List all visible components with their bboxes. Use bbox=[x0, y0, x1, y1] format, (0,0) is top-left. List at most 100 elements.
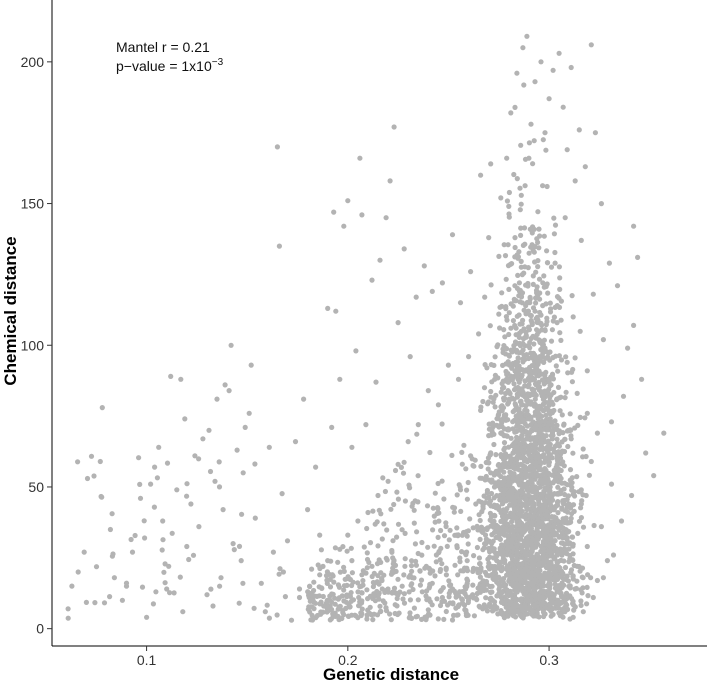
data-point-3331 bbox=[504, 521, 510, 527]
data-point-2437 bbox=[498, 577, 504, 583]
data-point-3273 bbox=[610, 552, 617, 558]
data-point-2960 bbox=[374, 519, 380, 525]
data-point-1615 bbox=[572, 604, 578, 610]
data-point-3062 bbox=[171, 590, 177, 596]
data-point-2826 bbox=[411, 520, 417, 526]
data-point-3001 bbox=[450, 504, 456, 510]
data-point-3176 bbox=[329, 424, 335, 430]
data-point-3192 bbox=[391, 124, 397, 130]
data-point-3328 bbox=[534, 526, 540, 533]
data-point-2556 bbox=[542, 328, 548, 334]
data-point-2301 bbox=[523, 606, 529, 612]
data-point-2516 bbox=[551, 231, 558, 237]
data-point-2850 bbox=[353, 613, 359, 619]
data-point-2346 bbox=[532, 369, 538, 375]
data-point-2760 bbox=[335, 559, 341, 565]
data-point-3197 bbox=[421, 263, 427, 269]
data-point-3103 bbox=[162, 580, 168, 586]
data-point-2212 bbox=[497, 547, 503, 553]
data-point-1707 bbox=[491, 484, 498, 490]
data-point-3206 bbox=[508, 110, 514, 116]
data-point-3270 bbox=[296, 594, 303, 601]
data-point-3320 bbox=[502, 334, 508, 340]
data-point-1812 bbox=[538, 320, 544, 326]
data-point-3269 bbox=[307, 583, 313, 589]
data-point-3172 bbox=[313, 464, 319, 470]
data-point-1587 bbox=[543, 322, 549, 328]
data-point-2181 bbox=[543, 529, 549, 536]
data-point-2937 bbox=[341, 598, 347, 604]
data-point-2392 bbox=[548, 338, 555, 344]
data-point-3323 bbox=[554, 320, 560, 326]
data-point-3040 bbox=[454, 492, 460, 498]
data-point-2006 bbox=[558, 540, 565, 546]
data-point-3346 bbox=[604, 558, 611, 564]
data-point-2203 bbox=[549, 436, 555, 442]
data-point-2679 bbox=[435, 480, 441, 487]
data-point-1732 bbox=[543, 467, 549, 473]
data-point-3212 bbox=[538, 59, 544, 65]
data-point-1514 bbox=[485, 466, 491, 472]
data-point-1320 bbox=[552, 443, 559, 449]
data-point-3208 bbox=[520, 45, 526, 51]
data-point-810 bbox=[584, 584, 590, 591]
data-point-2983 bbox=[310, 592, 316, 598]
data-point-1463 bbox=[563, 354, 569, 360]
data-point-3127 bbox=[164, 586, 170, 592]
data-point-2840 bbox=[451, 612, 457, 619]
data-point-2338 bbox=[503, 582, 509, 588]
data-point-1589 bbox=[552, 222, 559, 228]
data-point-2428 bbox=[508, 491, 514, 497]
data-point-1314 bbox=[517, 207, 523, 213]
data-point-3278 bbox=[560, 606, 566, 612]
data-point-3203 bbox=[478, 172, 484, 178]
data-point-2668 bbox=[415, 473, 421, 479]
data-point-2664 bbox=[427, 449, 433, 456]
data-point-2944 bbox=[408, 582, 414, 588]
data-point-2518 bbox=[552, 468, 559, 474]
data-point-2559 bbox=[543, 412, 549, 418]
data-point-2037 bbox=[484, 495, 490, 501]
data-point-2101 bbox=[580, 575, 586, 581]
data-point-2398 bbox=[547, 398, 553, 404]
data-point-2658 bbox=[402, 530, 408, 537]
data-point-2899 bbox=[341, 564, 347, 570]
data-point-709 bbox=[481, 385, 488, 391]
data-point-2072 bbox=[502, 451, 508, 457]
data-point-3080 bbox=[91, 473, 97, 479]
data-point-2708 bbox=[433, 559, 439, 565]
data-point-628 bbox=[569, 379, 576, 385]
data-point-2599 bbox=[534, 331, 540, 337]
data-point-2734 bbox=[408, 563, 415, 569]
data-point-3326 bbox=[584, 410, 590, 416]
data-point-3169 bbox=[301, 396, 307, 402]
data-point-2129 bbox=[512, 254, 518, 260]
data-point-408 bbox=[547, 300, 553, 306]
data-point-2141 bbox=[499, 482, 505, 488]
data-point-3224 bbox=[592, 130, 599, 136]
y-axis-title: Chemical distance bbox=[1, 236, 20, 385]
data-point-1947 bbox=[510, 612, 516, 618]
data-point-3313 bbox=[588, 458, 594, 465]
data-point-2408 bbox=[541, 337, 548, 343]
data-point-1749 bbox=[565, 493, 572, 499]
data-point-2214 bbox=[550, 401, 556, 407]
pvalue-prefix: p−value = 1x10 bbox=[116, 58, 212, 74]
data-point-2053 bbox=[555, 384, 562, 390]
data-point-1026 bbox=[565, 370, 571, 376]
data-point-2508 bbox=[529, 558, 535, 564]
data-point-3304 bbox=[498, 430, 504, 436]
data-point-2305 bbox=[510, 303, 516, 309]
data-point-253 bbox=[578, 602, 584, 609]
data-point-2561 bbox=[547, 549, 554, 556]
data-point-2547 bbox=[537, 455, 543, 461]
data-point-3161 bbox=[270, 549, 276, 555]
data-point-2213 bbox=[499, 290, 505, 296]
data-point-3283 bbox=[510, 603, 516, 609]
data-point-1392 bbox=[471, 463, 477, 469]
data-point-2452 bbox=[510, 532, 517, 538]
data-point-2538 bbox=[506, 536, 512, 542]
data-point-2445 bbox=[481, 584, 487, 591]
data-point-3047 bbox=[374, 588, 380, 595]
data-point-3104 bbox=[132, 532, 138, 539]
